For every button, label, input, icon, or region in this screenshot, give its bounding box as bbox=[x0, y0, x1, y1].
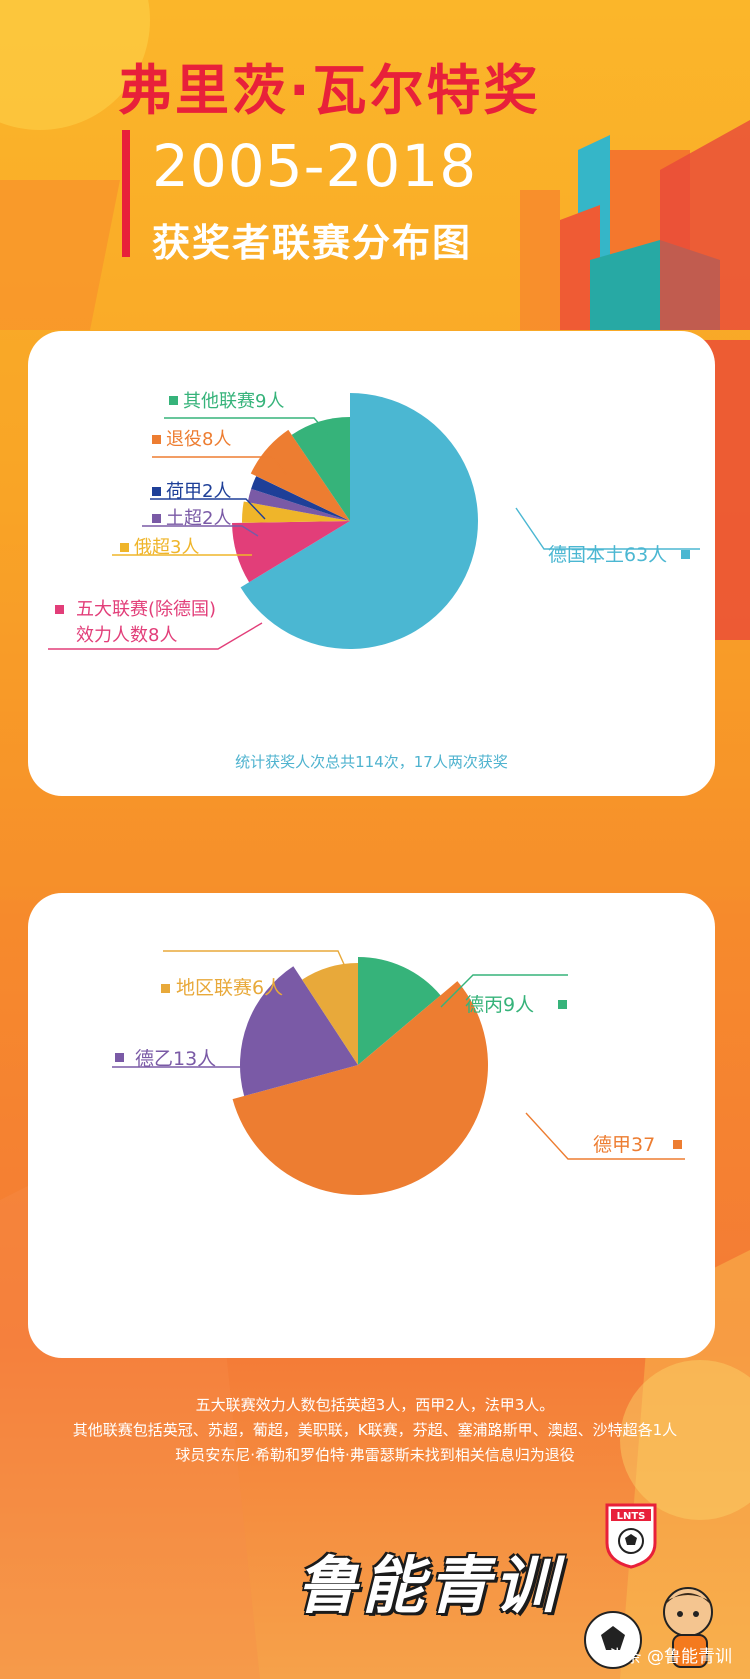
pie-slice-3 bbox=[247, 488, 350, 521]
footnotes: 五大联赛效力人数包括英超3人，西甲2人，法甲3人。 其他联赛包括英冠、苏超，葡超… bbox=[0, 1393, 750, 1468]
label-liga3: 德丙9人 bbox=[465, 994, 534, 1016]
page-title: 弗里茨·瓦尔特奖 bbox=[118, 59, 541, 122]
label-germany: 德国本土63人 bbox=[548, 544, 667, 566]
pie2-slices bbox=[232, 957, 488, 1195]
pie-slice-0 bbox=[358, 957, 441, 1065]
pie-slice-4 bbox=[251, 476, 350, 521]
footnote-1: 五大联赛效力人数包括英超3人，西甲2人，法甲3人。 bbox=[195, 1396, 555, 1414]
german-league-card: 德丙9人 德甲37 德乙13人 地区联赛6人 bbox=[28, 893, 715, 1358]
page-subtitle: 获奖者联赛分布图 bbox=[152, 221, 473, 265]
footnote-3: 球员安东尼·希勒和罗伯特·弗雷瑟斯未找到相关信息归为退役 bbox=[175, 1446, 575, 1464]
label-russia: 俄超3人 bbox=[134, 537, 199, 558]
pie-slice-0 bbox=[240, 393, 479, 649]
leader-germany bbox=[515, 507, 700, 550]
german-pie-chart: 德丙9人 德甲37 德乙13人 地区联赛6人 bbox=[112, 950, 685, 1195]
pie-slice-6 bbox=[291, 417, 350, 521]
pie-slice-2 bbox=[240, 966, 358, 1096]
mascot-icon bbox=[584, 1587, 713, 1669]
pie-slice-5 bbox=[250, 429, 350, 521]
leader-netherlands bbox=[150, 498, 266, 520]
leader-regional bbox=[163, 950, 357, 992]
pie-slice-3 bbox=[302, 963, 358, 1065]
footnote-2: 其他联赛包括英冠、苏超，葡超，美职联，K联赛，芬超、塞浦路斯甲、澳超、沙特超各1… bbox=[72, 1421, 678, 1439]
marker-russia bbox=[120, 543, 129, 552]
leader-other bbox=[164, 417, 330, 436]
pie-slice-1 bbox=[232, 521, 350, 583]
label-retired: 退役8人 bbox=[166, 429, 231, 450]
brand-logo-text: 鲁能青训 bbox=[296, 1549, 561, 1622]
badge-text: LNTS bbox=[617, 1511, 646, 1522]
marker-turkey bbox=[152, 514, 161, 523]
label-big5-line1: 五大联赛(除德国) bbox=[76, 599, 216, 620]
label-liga2: 德乙13人 bbox=[135, 1048, 216, 1070]
label-bundesliga: 德甲37 bbox=[593, 1134, 655, 1156]
pie1-slices bbox=[232, 393, 479, 649]
leader-retired bbox=[152, 456, 287, 475]
marker-netherlands bbox=[152, 487, 161, 496]
marker-regional bbox=[161, 984, 170, 993]
marker-other bbox=[169, 396, 178, 405]
footer-watermark: 头条 @鲁能青训 bbox=[607, 1647, 732, 1667]
label-turkey: 土超2人 bbox=[166, 508, 231, 529]
marker-retired bbox=[152, 435, 161, 444]
year-range: 2005-2018 bbox=[152, 132, 478, 200]
pie-slice-2 bbox=[242, 501, 350, 523]
label-big5-line2: 效力人数8人 bbox=[76, 625, 177, 646]
leader-liga3 bbox=[440, 974, 568, 1008]
leader-turkey bbox=[142, 525, 259, 537]
chart1-caption: 统计获奖人次总共114次，17人两次获奖 bbox=[235, 753, 508, 771]
pie-slice-1 bbox=[232, 981, 488, 1195]
lnts-badge-icon: LNTS bbox=[605, 1503, 657, 1569]
leader-big5 bbox=[48, 622, 263, 650]
league-distribution-card: 德国本土63人 五大联赛(除德国) 效力人数8人 俄超3人 土超2人 荷甲2人 … bbox=[28, 331, 715, 796]
marker-liga3 bbox=[558, 1000, 567, 1009]
leader-bundesliga bbox=[525, 1112, 685, 1160]
marker-liga2 bbox=[115, 1053, 124, 1062]
label-regional: 地区联赛6人 bbox=[176, 977, 283, 999]
marker-big5 bbox=[55, 605, 64, 614]
marker-germany bbox=[681, 550, 690, 559]
title-accent-bar bbox=[122, 130, 130, 257]
marker-bundesliga bbox=[673, 1140, 682, 1149]
league-pie-chart: 德国本土63人 五大联赛(除德国) 效力人数8人 俄超3人 土超2人 荷甲2人 … bbox=[48, 391, 700, 650]
label-other: 其他联赛9人 bbox=[183, 391, 284, 412]
label-netherlands: 荷甲2人 bbox=[166, 481, 231, 502]
